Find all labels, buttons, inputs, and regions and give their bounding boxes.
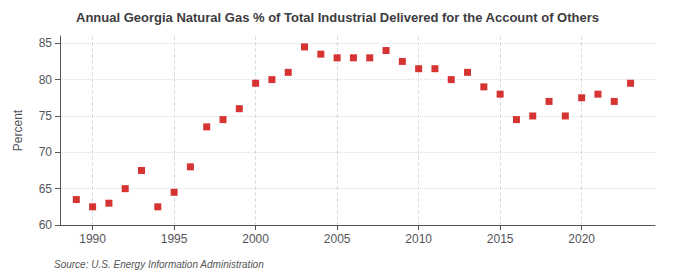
- svg-text:2010: 2010: [405, 232, 432, 246]
- svg-text:60: 60: [39, 218, 53, 232]
- svg-text:1995: 1995: [161, 232, 188, 246]
- svg-text:65: 65: [39, 182, 53, 196]
- svg-text:70: 70: [39, 145, 53, 159]
- svg-text:85: 85: [39, 36, 53, 50]
- svg-text:Percent: Percent: [11, 109, 25, 151]
- svg-text:2015: 2015: [487, 232, 514, 246]
- svg-text:2005: 2005: [324, 232, 351, 246]
- svg-text:2000: 2000: [242, 232, 269, 246]
- svg-text:Source: U.S. Energy Informatio: Source: U.S. Energy Information Administ…: [54, 259, 264, 270]
- svg-text:2020: 2020: [568, 232, 595, 246]
- svg-text:75: 75: [39, 109, 53, 123]
- svg-text:Annual Georgia Natural Gas % o: Annual Georgia Natural Gas % of Total In…: [76, 10, 599, 25]
- svg-text:1990: 1990: [79, 232, 106, 246]
- svg-text:80: 80: [39, 73, 53, 87]
